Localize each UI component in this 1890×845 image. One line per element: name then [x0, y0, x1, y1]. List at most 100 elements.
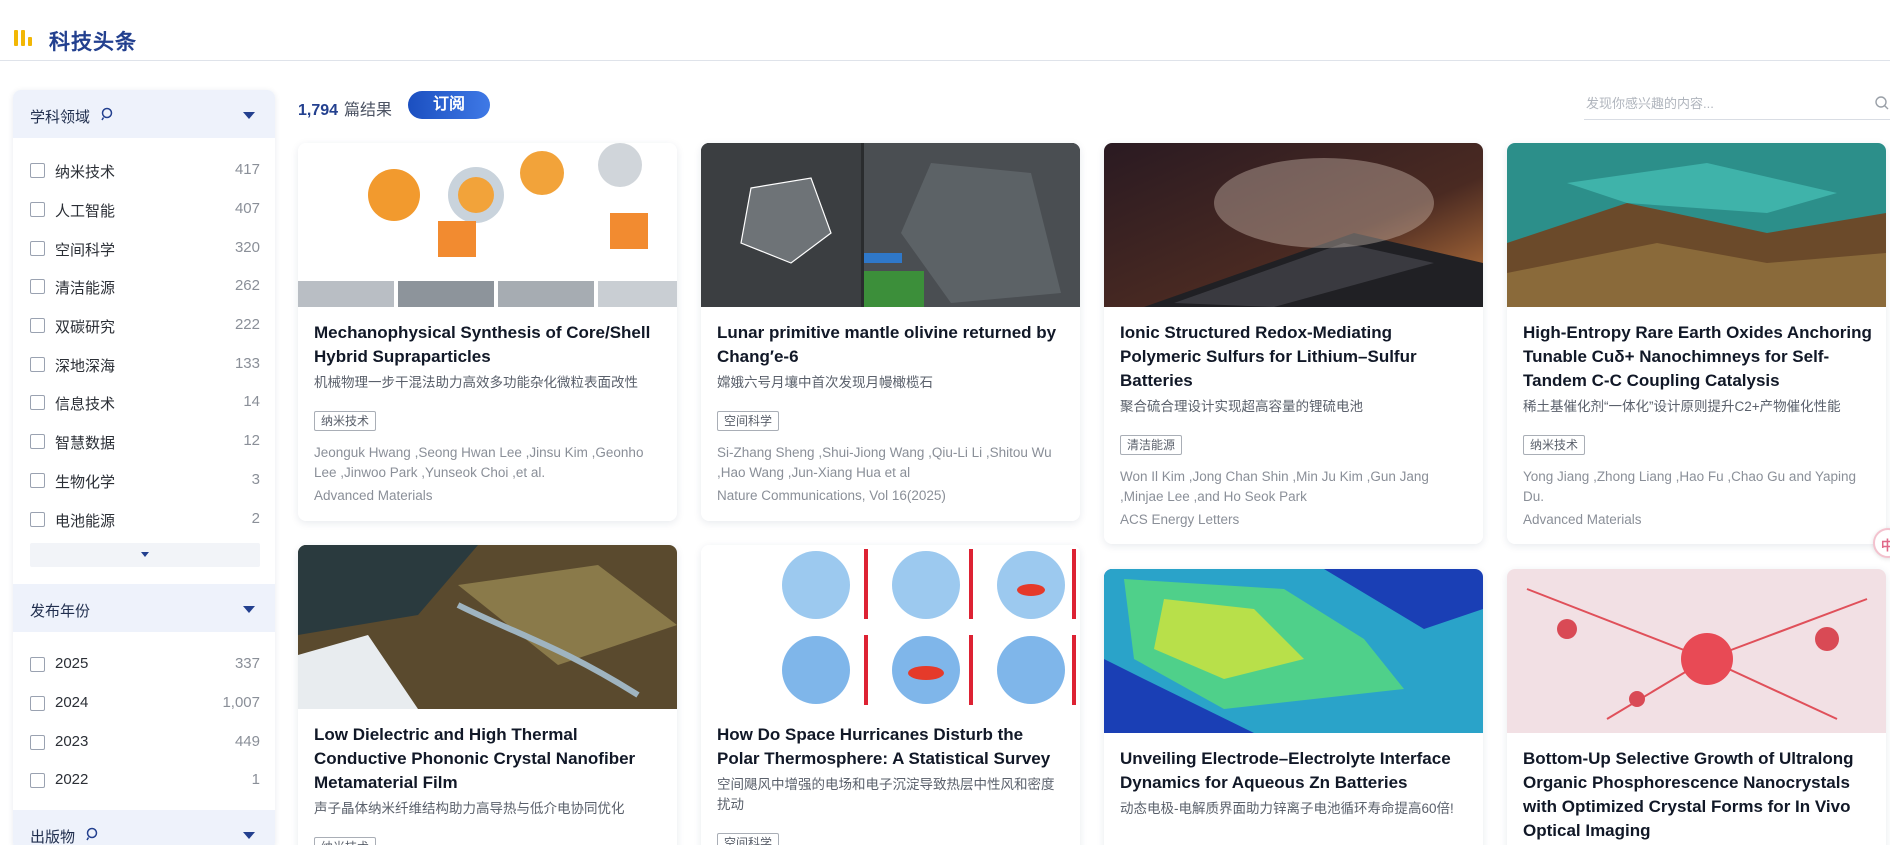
facet-item[interactable]: 智慧数据 12 [30, 430, 260, 452]
article-title[interactable]: Bottom-Up Selective Growth of Ultralong … [1523, 749, 1854, 840]
facet-item[interactable]: 电池能源 2 [30, 508, 260, 530]
result-unit: 篇结果 [344, 102, 393, 119]
chevron-down-icon[interactable] [243, 606, 255, 613]
facet-item-label: 2025 [55, 655, 89, 672]
checkbox[interactable] [30, 657, 45, 672]
article-card[interactable]: Low Dielectric and High Thermal Conducti… [298, 545, 677, 845]
category-tag[interactable]: 清洁能源 [1120, 435, 1183, 455]
article-thumbnail[interactable] [701, 143, 1080, 307]
chevron-down-icon [141, 552, 149, 557]
filter-sidebar: 学科领域 纳米技术 417 人工智能 407 空间科学 320 清洁能源 262 双碳研… [13, 90, 275, 845]
article-title[interactable]: How Do Space Hurricanes Disturb the Pola… [717, 725, 1051, 768]
facet-item[interactable]: 2025 337 [30, 653, 260, 675]
facet-item[interactable]: 2024 1,007 [30, 692, 260, 714]
article-thumbnail[interactable] [701, 545, 1080, 709]
category-tag[interactable]: 纳米技术 [314, 837, 377, 845]
facet-item-count: 407 [234, 200, 260, 217]
chevron-down-icon[interactable] [243, 112, 255, 119]
checkbox[interactable] [30, 357, 45, 372]
bar-logo-icon [14, 30, 34, 46]
facet-label: 发布年份 [30, 603, 91, 620]
checkbox[interactable] [30, 735, 45, 750]
checkbox[interactable] [30, 202, 45, 217]
article-card[interactable]: Bottom-Up Selective Growth of Ultralong … [1507, 569, 1886, 845]
facet-item[interactable]: 双碳研究 222 [30, 314, 260, 336]
result-number: 1,794 [298, 102, 339, 119]
article-journal: Advanced Materials [314, 488, 433, 503]
checkbox[interactable] [30, 163, 45, 178]
article-title[interactable]: Low Dielectric and High Thermal Conducti… [314, 725, 636, 792]
facet-item[interactable]: 清洁能源 262 [30, 275, 260, 297]
facet-header-publication[interactable]: 出版物 [13, 810, 275, 845]
checkbox[interactable] [30, 473, 45, 488]
article-thumbnail[interactable] [298, 545, 677, 709]
facet-item[interactable]: 空间科学 320 [30, 237, 260, 259]
article-title[interactable]: Lunar primitive mantle olivine returned … [717, 323, 1057, 366]
article-thumbnail[interactable] [1507, 569, 1886, 733]
search-icon[interactable] [1874, 95, 1890, 111]
facet-item[interactable]: 人工智能 407 [30, 198, 260, 220]
checkbox[interactable] [30, 512, 45, 527]
checkbox[interactable] [30, 696, 45, 711]
checkbox[interactable] [30, 318, 45, 333]
result-count: 1,794 篇结果 [298, 96, 392, 120]
category-tag[interactable]: 纳米技术 [1523, 435, 1586, 455]
show-more-button[interactable] [30, 543, 260, 567]
search-icon[interactable] [101, 107, 115, 121]
facet-item-count: 14 [243, 393, 260, 410]
article-title[interactable]: Ionic Structured Redox-Mediating Polymer… [1120, 323, 1417, 390]
checkbox[interactable] [30, 773, 45, 788]
article-title[interactable]: Mechanophysical Synthesis of Core/Shell … [314, 323, 651, 366]
article-thumbnail[interactable] [1104, 569, 1483, 733]
facet-item-label: 电池能源 [55, 513, 116, 530]
search-icon[interactable] [86, 827, 100, 841]
checkbox[interactable] [30, 434, 45, 449]
facet-item-count: 1,007 [222, 694, 260, 711]
facet-item[interactable]: 深地深海 133 [30, 353, 260, 375]
article-summary: 稀土基催化剂“一体化”设计原则提升C2+产物催化性能 [1523, 399, 1841, 414]
article-card[interactable]: Unveiling Electrode–Electrolyte Interfac… [1104, 569, 1483, 845]
facet-item-label: 信息技术 [55, 396, 116, 413]
facet-item-label: 空间科学 [55, 242, 116, 259]
search-input[interactable] [1586, 92, 1856, 114]
facet-item-count: 262 [234, 277, 260, 294]
facet-item-label: 2023 [55, 733, 89, 750]
article-authors: Yong Jiang ,Zhong Liang ,Hao Fu ,Chao Gu… [1523, 469, 1856, 504]
article-title[interactable]: Unveiling Electrode–Electrolyte Interfac… [1120, 749, 1451, 792]
facet-item-label: 深地深海 [55, 358, 116, 375]
facet-header-field[interactable]: 学科领域 [13, 90, 275, 138]
article-authors: Si-Zhang Sheng ,Shui-Jiong Wang ,Qiu-Li … [717, 445, 1052, 480]
facet-item-label: 双碳研究 [55, 319, 116, 336]
article-card[interactable]: Ionic Structured Redox-Mediating Polymer… [1104, 143, 1483, 544]
facet-item-label: 2022 [55, 771, 89, 788]
facet-item[interactable]: 2022 1 [30, 769, 260, 791]
article-thumbnail[interactable] [1507, 143, 1886, 307]
subscribe-button[interactable]: 订阅 [408, 91, 490, 119]
category-tag[interactable]: 空间科学 [717, 411, 780, 431]
facet-item-label: 智慧数据 [55, 435, 116, 452]
article-thumbnail[interactable] [298, 143, 677, 307]
article-thumbnail[interactable] [1104, 143, 1483, 307]
article-card[interactable]: How Do Space Hurricanes Disturb the Pola… [701, 545, 1080, 845]
facet-item[interactable]: 纳米技术 417 [30, 159, 260, 181]
facet-item[interactable]: 2023 449 [30, 731, 260, 753]
checkbox[interactable] [30, 241, 45, 256]
article-title[interactable]: High-Entropy Rare Earth Oxides Anchoring… [1523, 323, 1872, 390]
facet-item-count: 337 [234, 655, 260, 672]
checkbox[interactable] [30, 279, 45, 294]
chevron-down-icon[interactable] [243, 832, 255, 839]
article-card[interactable]: Mechanophysical Synthesis of Core/Shell … [298, 143, 677, 521]
category-tag[interactable]: 空间科学 [717, 833, 780, 845]
facet-item[interactable]: 生物化学 3 [30, 469, 260, 491]
language-toggle[interactable]: 中 [1873, 528, 1890, 558]
article-summary: 声子晶体纳米纤维结构助力高导热与低介电协同优化 [314, 801, 625, 816]
language-label: 中 [1881, 538, 1890, 553]
article-card[interactable]: High-Entropy Rare Earth Oxides Anchoring… [1507, 143, 1886, 544]
facet-header-year[interactable]: 发布年份 [13, 584, 275, 632]
article-card[interactable]: Lunar primitive mantle olivine returned … [701, 143, 1080, 521]
facet-label: 学科领域 [30, 109, 91, 126]
checkbox[interactable] [30, 395, 45, 410]
category-tag[interactable]: 纳米技术 [314, 411, 377, 431]
article-journal: Nature Communications, Vol 16(2025) [717, 488, 946, 503]
facet-item[interactable]: 信息技术 14 [30, 391, 260, 413]
